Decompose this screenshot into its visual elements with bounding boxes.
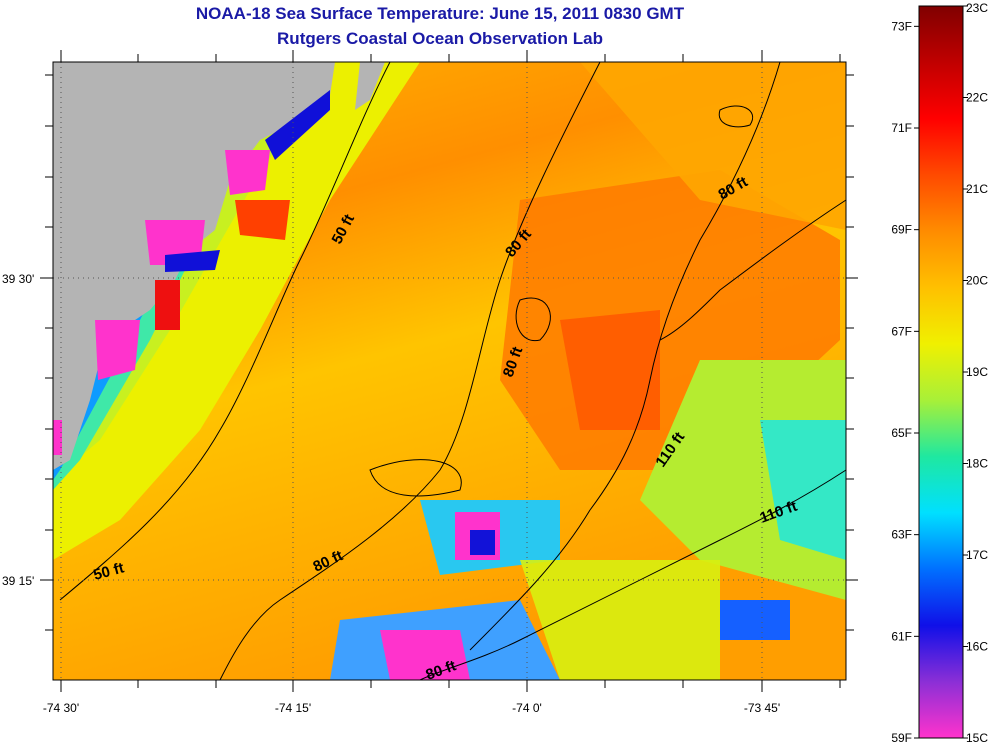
contour-80ft-west <box>219 61 601 681</box>
sst-map: 39 30' 39 15' -74 30' -74 15' -74 0' -73… <box>2 50 858 715</box>
fahrenheit-label: 59F <box>891 731 912 745</box>
contour-50ft <box>59 61 391 601</box>
celsius-label: 17C <box>966 548 988 562</box>
map-subtitle: Rutgers Coastal Ocean Observation Lab <box>277 29 603 48</box>
lat-label-39-15: 39 15' <box>2 574 34 588</box>
contour-80ft-east <box>659 199 847 341</box>
bay-red-1 <box>235 200 290 240</box>
graticule <box>53 62 846 680</box>
sst-blue-patch <box>720 600 790 640</box>
fahrenheit-label: 71F <box>891 121 912 135</box>
lon-label-74-0: -74 0' <box>512 701 542 715</box>
lat-label-39-30: 39 30' <box>2 272 34 286</box>
sst-hot-patch <box>560 310 660 430</box>
sst-south-yellow <box>520 560 720 680</box>
fahrenheit-label: 69F <box>891 223 912 237</box>
lon-label-73-45: -73 45' <box>744 701 780 715</box>
contour-ring-3 <box>515 297 551 342</box>
contour-110ft <box>469 61 781 651</box>
fahrenheit-label: 65F <box>891 426 912 440</box>
colorbar-ticks: 23C 22C 21C 20C 19C 18C 17C 16C 15C 73F 71F 69F 67F 6… <box>891 1 988 745</box>
celsius-label: 22C <box>966 91 988 105</box>
map-title: NOAA-18 Sea Surface Temperature: June 15… <box>195 4 685 23</box>
sst-mid-deepblue <box>470 530 495 555</box>
bay-magenta-3 <box>95 320 140 380</box>
fahrenheit-label: 61F <box>891 629 912 643</box>
sst-southeast-cyan <box>760 420 846 560</box>
axis-ticks <box>40 50 858 692</box>
celsius-label: 16C <box>966 640 988 654</box>
celsius-label: 15C <box>966 731 988 745</box>
bay-magenta-4 <box>53 420 62 455</box>
celsius-label: 23C <box>966 1 988 15</box>
land-island <box>355 62 385 110</box>
colorbar-gradient <box>918 5 964 739</box>
lon-label-74-30: -74 30' <box>43 701 79 715</box>
sst-south-magenta <box>380 630 470 680</box>
bay-blue-2 <box>165 250 220 272</box>
bay-red-2 <box>155 280 180 330</box>
celsius-label: 20C <box>966 274 988 288</box>
bay-blue-1 <box>265 90 330 160</box>
contour-ring-1 <box>718 105 753 128</box>
bay-magenta-1 <box>225 150 270 195</box>
celsius-label: 18C <box>966 457 988 471</box>
lon-label-74-15: -74 15' <box>275 701 311 715</box>
fahrenheit-label: 67F <box>891 324 912 338</box>
contour-110ft-south <box>419 469 847 681</box>
sst-northeast-orange <box>580 62 846 230</box>
celsius-label: 21C <box>966 182 988 196</box>
bathymetry-contours <box>59 61 847 681</box>
celsius-label: 19C <box>966 365 988 379</box>
contour-ring-2 <box>369 459 462 497</box>
fahrenheit-label: 73F <box>891 19 912 33</box>
fahrenheit-label: 63F <box>891 528 912 542</box>
land-mass <box>53 62 335 470</box>
